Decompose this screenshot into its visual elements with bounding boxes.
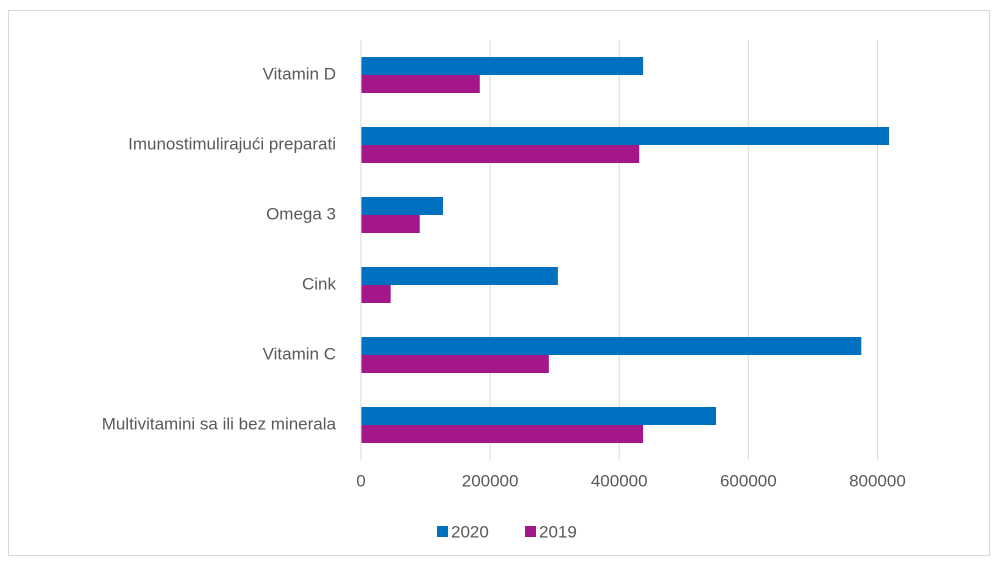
x-tick-label: 400000 (591, 471, 648, 490)
bar (361, 285, 391, 303)
x-tick-label: 0 (356, 471, 365, 490)
x-tick-label: 200000 (462, 471, 519, 490)
bar (361, 215, 420, 233)
legend-swatch (437, 526, 448, 537)
y-tick-label: Omega 3 (266, 204, 336, 223)
legend-swatch (525, 526, 536, 537)
y-tick-label: Vitamin D (263, 64, 336, 83)
bar (361, 75, 480, 93)
bar (361, 57, 644, 75)
y-tick-label: Cink (302, 274, 337, 293)
bar (361, 355, 549, 373)
y-tick-label: Multivitamini sa ili bez minerala (102, 414, 337, 433)
bar (361, 145, 640, 163)
bar (361, 127, 890, 145)
y-tick-label: Imunostimulirajući preparati (128, 134, 336, 153)
bar (361, 267, 558, 285)
bar (361, 197, 443, 215)
x-tick-label: 800000 (849, 471, 906, 490)
y-tick-label: Vitamin C (263, 344, 336, 363)
legend-label: 2020 (451, 522, 489, 541)
x-tick-label: 600000 (720, 471, 777, 490)
bar (361, 337, 862, 355)
bar (361, 407, 717, 425)
bar (361, 425, 644, 443)
legend-label: 2019 (539, 522, 577, 541)
